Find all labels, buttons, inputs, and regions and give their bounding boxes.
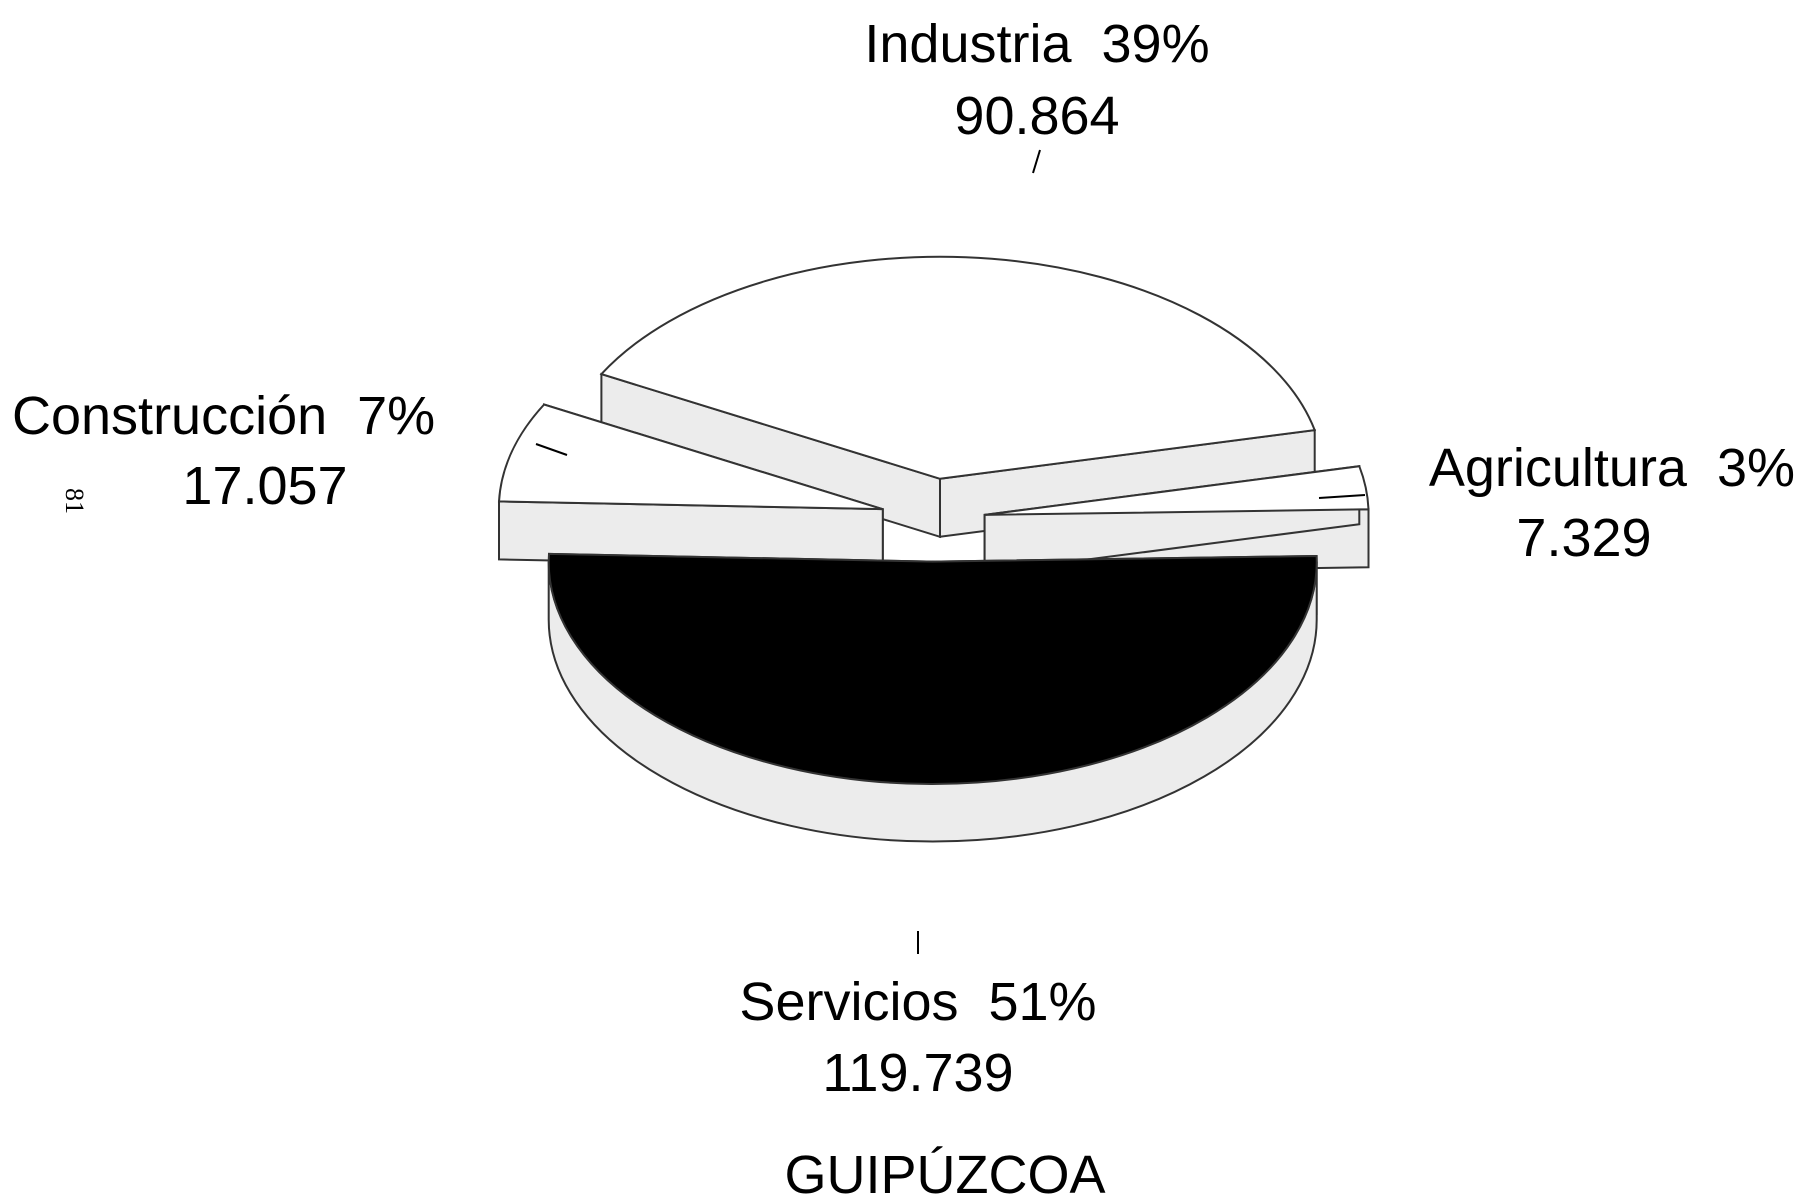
slice-label: Agricultura 3% <box>1429 438 1795 498</box>
slice <box>497 403 884 569</box>
percent-label: 51% <box>988 972 1096 1032</box>
category-label: Servicios <box>739 972 958 1032</box>
value-label: 90.864 <box>954 86 1119 146</box>
pie-slice <box>984 465 1370 516</box>
value-label: 7.329 <box>1516 508 1651 568</box>
slice <box>547 552 1318 843</box>
category-label: Industria <box>864 14 1072 74</box>
chart-title: GUIPÚZCOA <box>784 1145 1105 1197</box>
page-number: 81 <box>60 488 89 514</box>
percent-label: 39% <box>1102 14 1210 74</box>
category-label: Construcción <box>12 386 327 446</box>
value-label: 17.057 <box>182 456 347 516</box>
percent-label: 3% <box>1717 438 1795 498</box>
pie-slice <box>599 255 1317 480</box>
leader-line <box>535 443 568 456</box>
percent-label: 7% <box>357 386 435 446</box>
pie <box>497 255 1370 843</box>
value-label: 119.739 <box>822 1043 1013 1103</box>
category-label: Agricultura <box>1429 438 1688 498</box>
slice-label: Servicios 51% <box>739 972 1096 1032</box>
slice-label: Industria 39% <box>864 14 1209 74</box>
pie-slice <box>497 403 884 511</box>
leader-line <box>1318 494 1366 499</box>
pie-slice <box>547 552 1318 786</box>
slice-label: Construcción 7% <box>12 386 435 446</box>
leader-line <box>1032 149 1041 174</box>
